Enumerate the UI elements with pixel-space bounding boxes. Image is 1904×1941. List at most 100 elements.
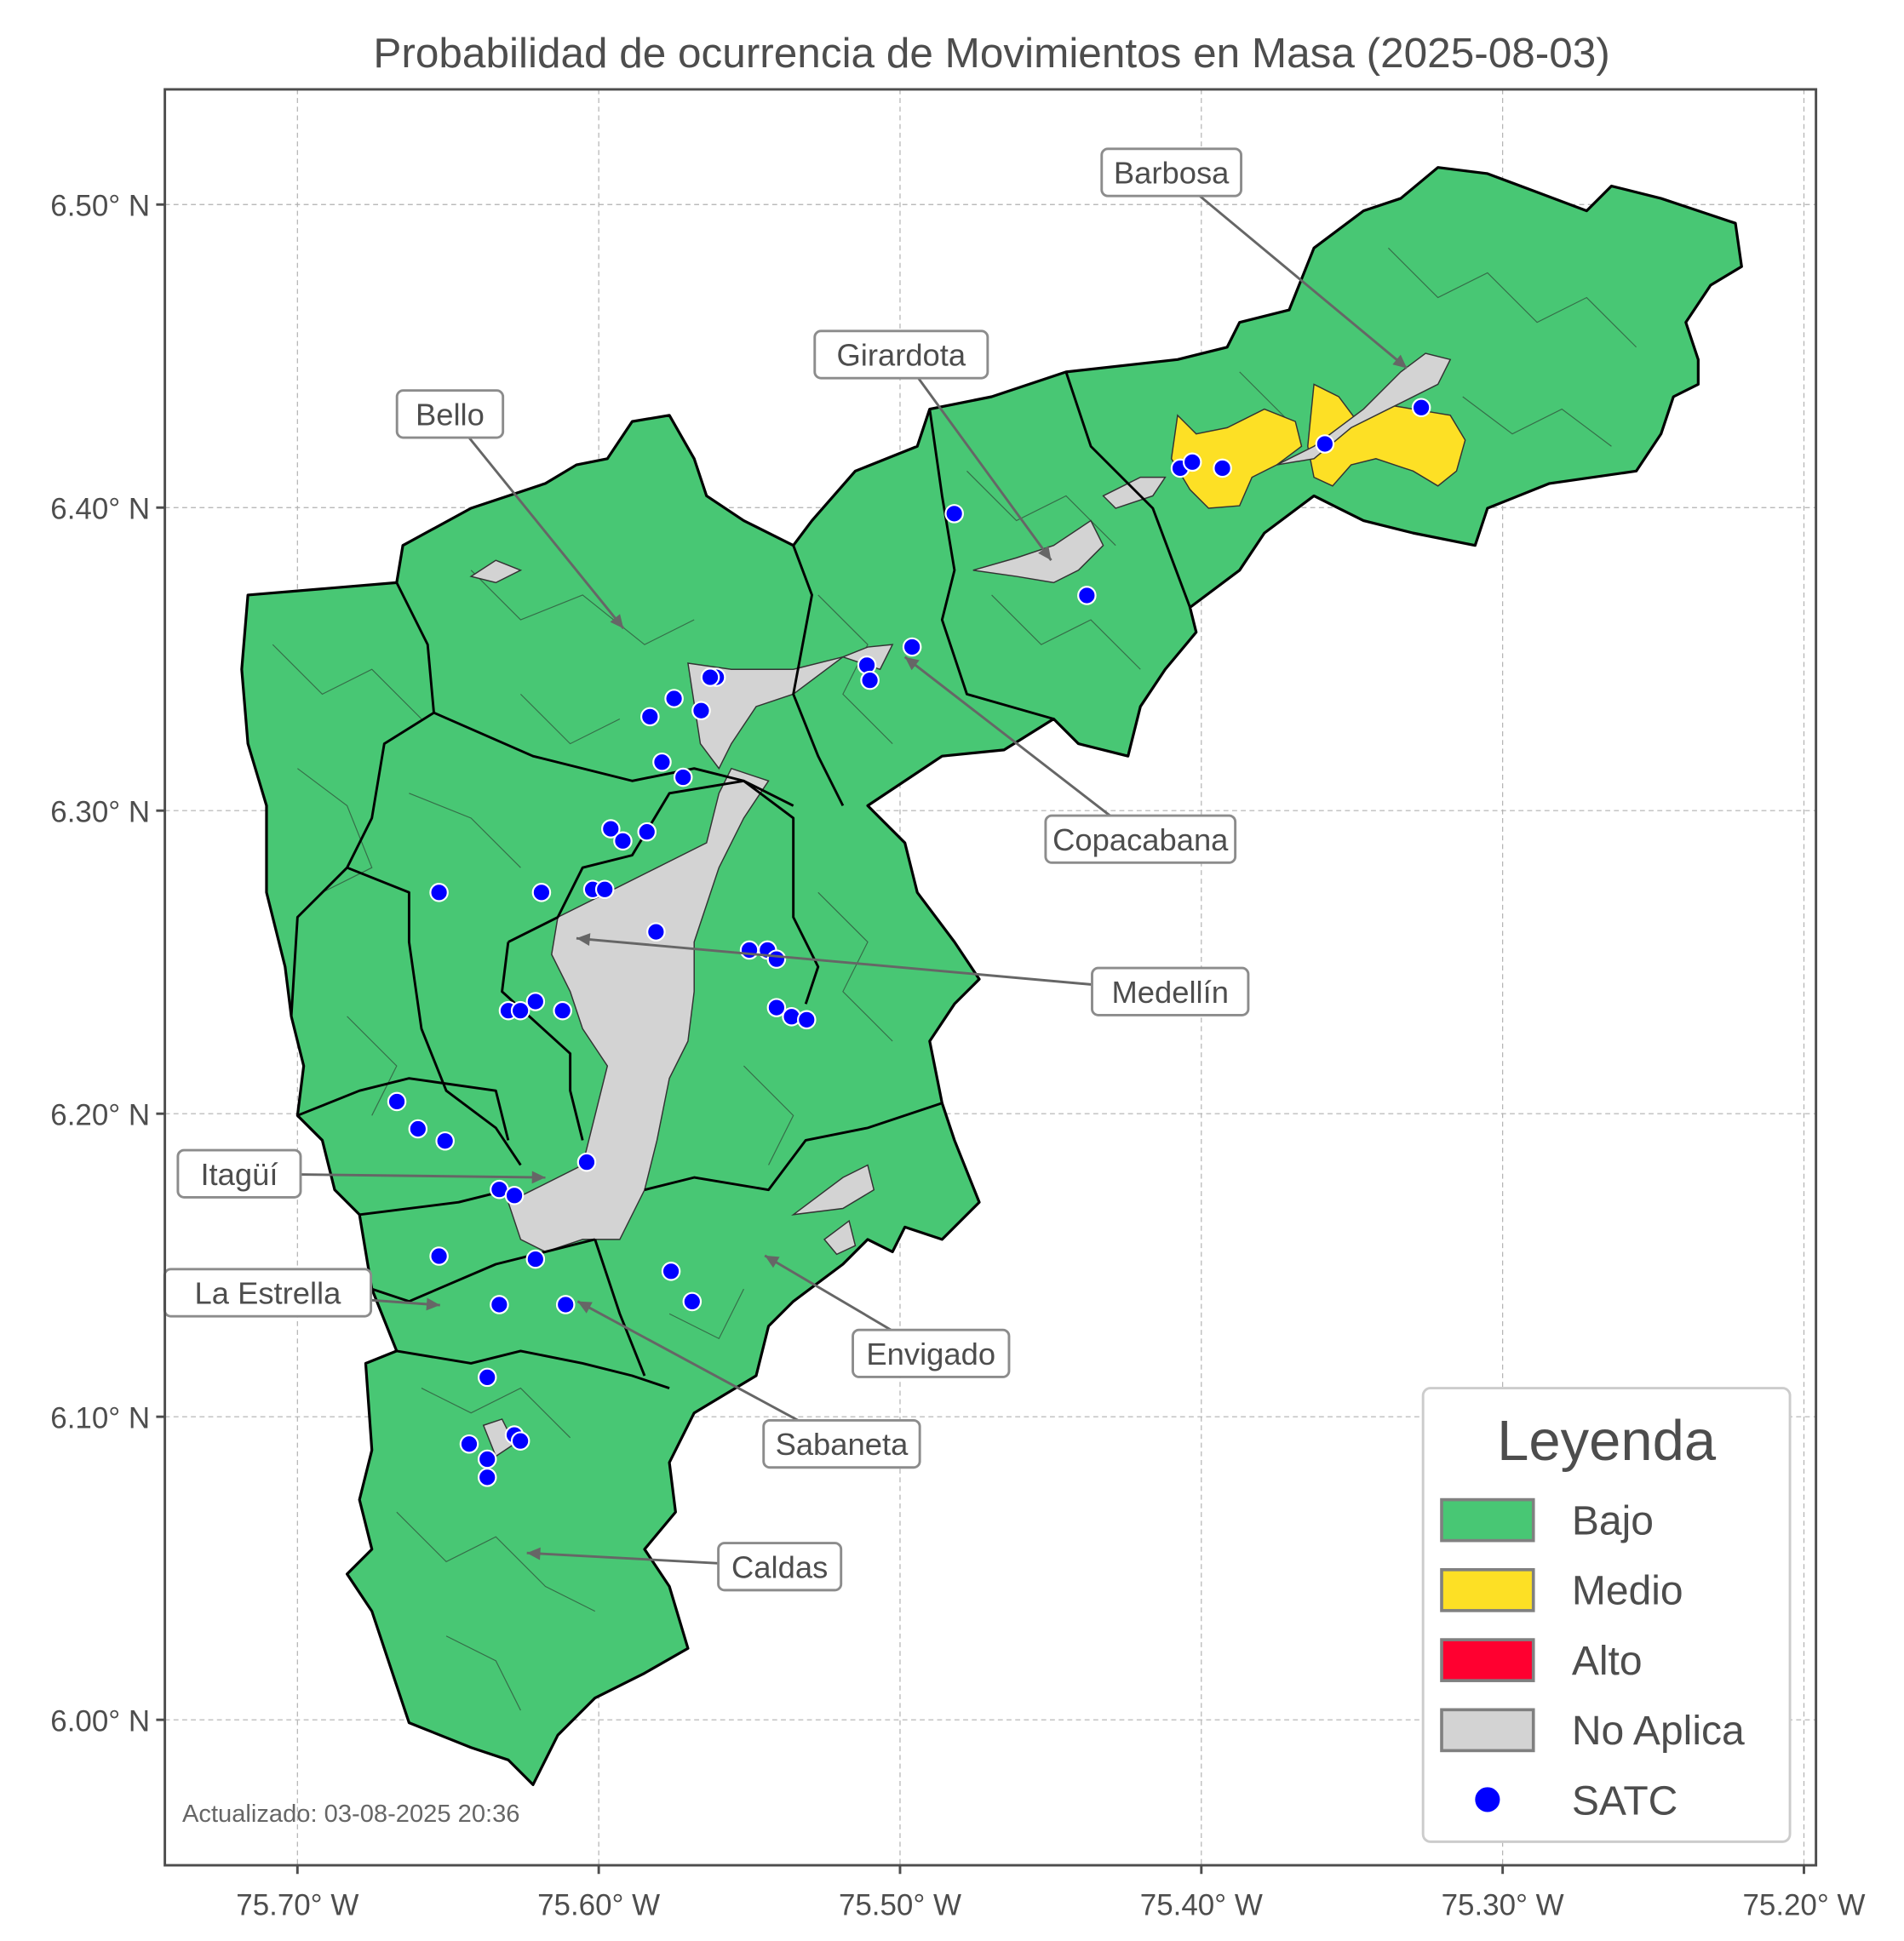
satc-station-marker: [1077, 586, 1097, 605]
satc-station-marker: [477, 1449, 497, 1469]
legend-swatch: [1440, 1708, 1535, 1753]
annotation-girardota: Girardota: [813, 329, 1052, 562]
satc-station-marker: [510, 1431, 530, 1451]
y-tick-label: 6.30° N: [50, 795, 150, 828]
legend-label: Medio: [1572, 1569, 1683, 1614]
arrowhead-icon: [610, 614, 624, 629]
annotation-box: [1091, 966, 1250, 1016]
satc-station-marker: [429, 1246, 449, 1266]
satc-station-marker: [652, 752, 672, 772]
satc-station-marker: [435, 1131, 455, 1151]
annotation-box: [395, 389, 505, 439]
satc-station-marker: [525, 1249, 546, 1269]
annotation-box: [762, 1418, 921, 1469]
satc-station-marker: [944, 504, 964, 524]
satc-station-marker: [525, 992, 546, 1011]
annotation-label: La Estrella: [195, 1276, 342, 1311]
legend-title: Leyenda: [1497, 1409, 1717, 1473]
map-frame: [163, 88, 1818, 1867]
y-tick-label: 6.50° N: [50, 189, 150, 222]
satc-station-marker: [797, 1010, 817, 1030]
satc-stations: [387, 398, 1431, 1487]
legend-item-bajo: Bajo: [1440, 1497, 1654, 1543]
satc-station-marker: [429, 883, 449, 902]
vereda-boundaries: [272, 247, 1637, 1711]
legend-swatch: [1440, 1638, 1535, 1682]
x-tick-label: 75.40° W: [1140, 1888, 1263, 1921]
annotation-arrow: [900, 353, 1052, 562]
municipality-annotations: Barbosa Girardota Bello Copacabana Medellín I…: [163, 147, 1408, 1592]
annotation-label: Copacabana: [1052, 822, 1229, 857]
annotation-barbosa: Barbosa: [1100, 147, 1408, 369]
satc-station-marker: [691, 701, 711, 721]
satc-station-marker: [739, 940, 760, 960]
y-tick-label: 6.00° N: [50, 1704, 150, 1738]
legend-item-medio: Medio: [1440, 1568, 1683, 1614]
satc-station-marker: [477, 1367, 497, 1388]
region-no-aplica-areas: [469, 352, 1452, 1457]
legend-label: Bajo: [1572, 1498, 1654, 1543]
arrowhead-icon: [577, 1301, 593, 1314]
legend-label: SATC: [1572, 1778, 1678, 1824]
legend-swatch: [1440, 1497, 1535, 1543]
annotation-arrow: [449, 413, 625, 630]
arrowhead-icon: [526, 1547, 541, 1560]
annotation-arrow: [1170, 171, 1408, 369]
satc-station-marker: [510, 1000, 530, 1021]
satc-station-marker: [902, 637, 922, 657]
satc-station-marker: [766, 998, 787, 1017]
satc-station-marker: [682, 1291, 703, 1312]
axis-ticks: 75.70° W 75.60° W 75.50° W 75.40° W 75.30° W…: [50, 189, 1865, 1921]
satc-station-marker: [637, 822, 657, 842]
arrowhead-icon: [531, 1171, 546, 1184]
arrowhead-icon: [426, 1297, 440, 1311]
annotation-label: Caldas: [731, 1549, 828, 1584]
satc-station-marker: [700, 667, 720, 687]
satc-station-marker: [387, 1091, 407, 1112]
legend-item-no-aplica: No Aplica: [1440, 1708, 1745, 1754]
satc-station-marker: [766, 949, 787, 969]
legend-swatch: [1440, 1568, 1535, 1612]
arrowhead-icon: [904, 656, 920, 671]
annotation-label: Bello: [416, 397, 485, 432]
legend-label: Alto: [1572, 1639, 1643, 1684]
arrowhead-icon: [1038, 545, 1052, 561]
satc-station-marker: [490, 1295, 509, 1314]
annotation-label: Envigado: [866, 1337, 995, 1371]
satc-station-marker: [1315, 434, 1335, 454]
satc-station-marker: [1411, 398, 1431, 418]
y-tick-label: 6.10° N: [50, 1401, 150, 1434]
annotation-box: [852, 1328, 1011, 1378]
annotation-arrow: [903, 656, 1142, 840]
legend-item-alto: Alto: [1440, 1638, 1643, 1684]
annotation-label: Barbosa: [1114, 156, 1230, 191]
satc-station-marker: [1213, 458, 1232, 478]
satc-station-marker: [594, 879, 615, 900]
satc-station-marker: [664, 689, 684, 708]
satc-station-marker: [576, 1152, 597, 1172]
annotation-envigado: Envigado: [764, 1254, 1011, 1378]
annotation-itag-: Itagüí: [176, 1148, 546, 1199]
arrowhead-icon: [576, 933, 591, 946]
municipality-boundaries: [290, 371, 1191, 1389]
satc-station-marker: [553, 1000, 572, 1021]
x-tick-label: 75.60° W: [537, 1888, 660, 1921]
legend-marker: [1475, 1787, 1500, 1812]
annotation-label: Girardota: [836, 338, 966, 373]
x-tick-label: 75.70° W: [236, 1888, 358, 1921]
annotation-label: Medellín: [1111, 975, 1229, 1010]
annotation-box: [176, 1148, 302, 1199]
satc-station-marker: [459, 1434, 479, 1454]
arrowhead-icon: [1392, 354, 1408, 369]
annotation-medell-n: Medellín: [576, 933, 1250, 1016]
x-tick-label: 75.20° W: [1742, 1888, 1865, 1921]
satc-station-marker: [1182, 452, 1202, 472]
annotation-copacabana: Copacabana: [903, 656, 1237, 864]
x-tick-label: 75.30° W: [1442, 1888, 1564, 1921]
satc-station-marker: [601, 819, 621, 839]
satc-station-marker: [555, 1295, 576, 1314]
annotation-label: Itagüí: [200, 1157, 278, 1192]
region-bajo-area: [240, 166, 1743, 1787]
annotation-box: [1100, 147, 1243, 198]
